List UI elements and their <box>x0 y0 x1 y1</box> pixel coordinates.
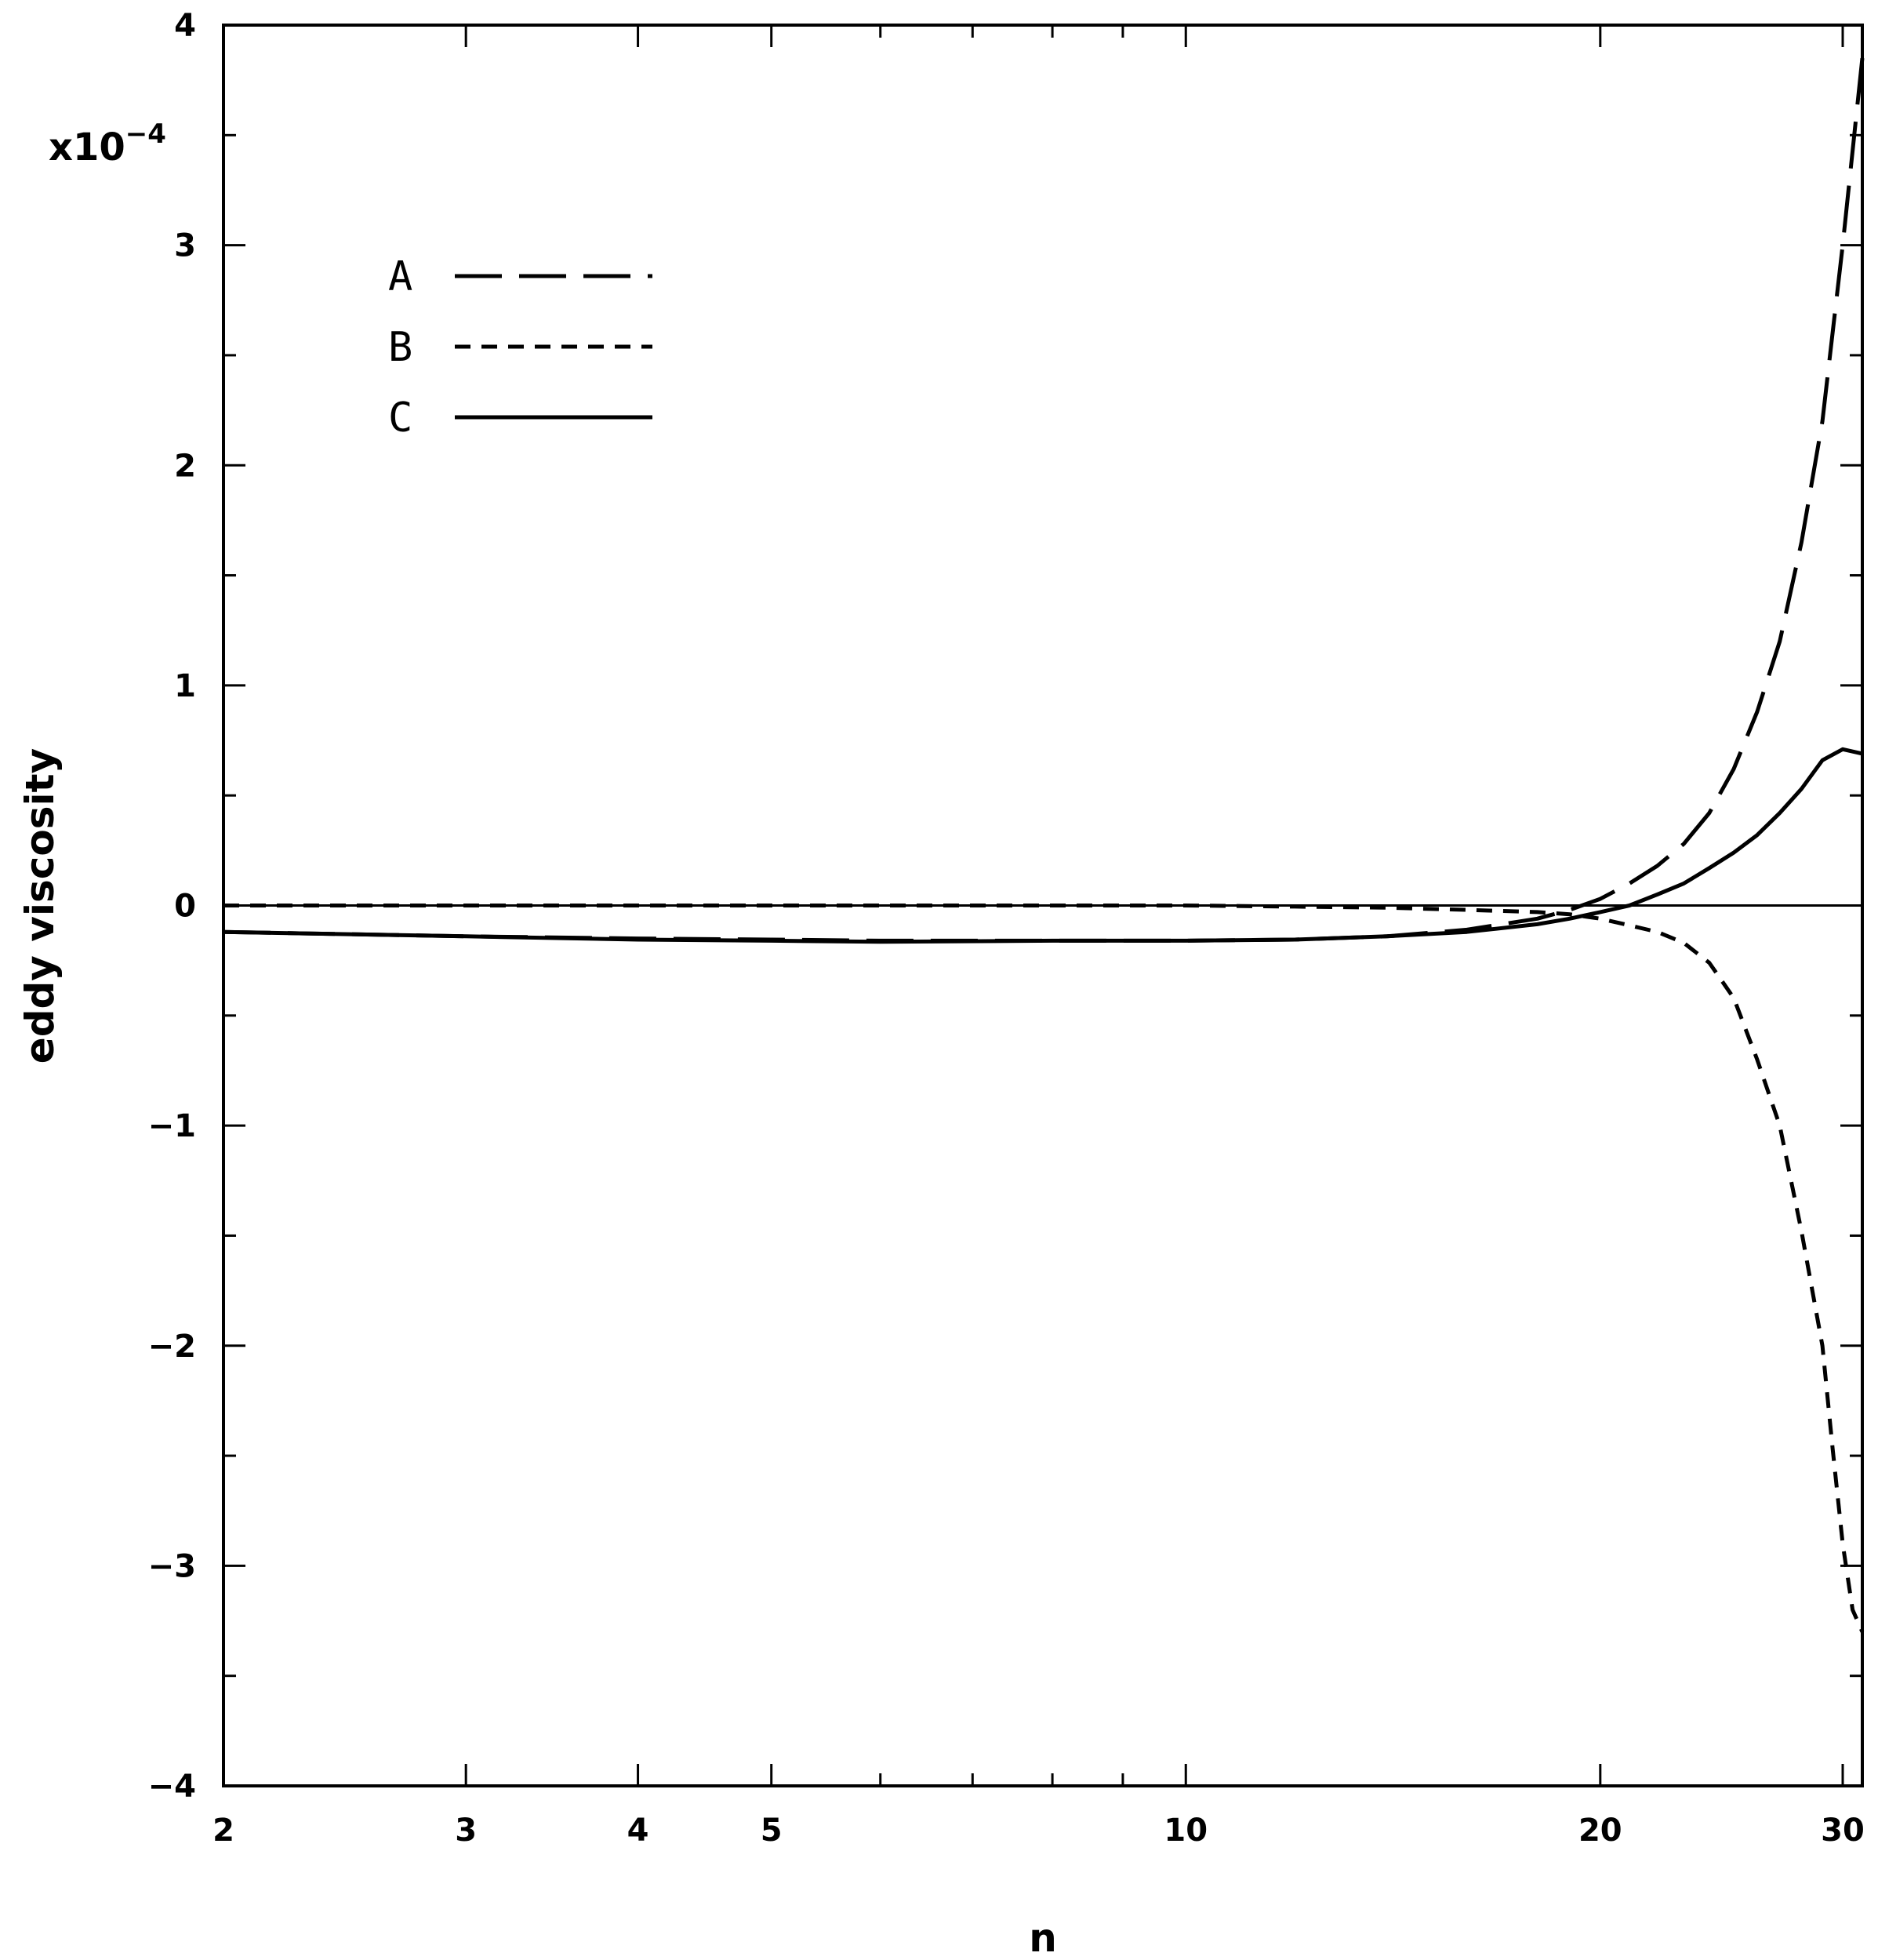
y-axis-label: eddy viscosity <box>17 748 63 1064</box>
legend-label-B: B <box>388 324 412 371</box>
y-tick-label--1: −1 <box>148 1108 196 1144</box>
x-tick-label-30: 30 <box>1821 1813 1865 1849</box>
x-tick-label-2: 2 <box>213 1813 234 1849</box>
x-tick-label-5: 5 <box>761 1813 783 1849</box>
x-axis-label: n <box>1029 1915 1057 1960</box>
x-tick-label-3: 3 <box>455 1813 477 1849</box>
y-multiplier-exponent: −4 <box>125 118 166 150</box>
series-lines <box>223 57 1865 1633</box>
y-tick-label-2: 2 <box>174 448 196 484</box>
x-tick-label-4: 4 <box>627 1813 649 1849</box>
legend-label-C: C <box>388 395 412 442</box>
series-line-C <box>223 747 1863 944</box>
legend-label-A: A <box>388 253 412 300</box>
x-tick-label-10: 10 <box>1164 1813 1208 1849</box>
y-tick-label-3: 3 <box>174 228 196 264</box>
x-tick-label-20: 20 <box>1578 1813 1622 1849</box>
y-tick-label--4: −4 <box>148 1769 196 1805</box>
y-tick-label-4: 4 <box>174 8 196 44</box>
tick-marks <box>222 24 1862 1787</box>
y-multiplier-label: x10−4 <box>49 118 166 169</box>
tick-labels: 2 3 4 5 10 20 30 −4 −3 −2 −1 0 1 2 3 4 <box>148 8 1865 1849</box>
y-tick-label-0: 0 <box>174 889 196 925</box>
y-tick-label--2: −2 <box>148 1329 196 1365</box>
y-multiplier-base: x10 <box>49 125 125 169</box>
y-tick-label--3: −3 <box>148 1548 196 1584</box>
legend: ABC <box>388 253 652 442</box>
series-line-A <box>223 57 1865 943</box>
series-line-B <box>223 904 1865 1633</box>
y-tick-label-1: 1 <box>174 668 196 704</box>
